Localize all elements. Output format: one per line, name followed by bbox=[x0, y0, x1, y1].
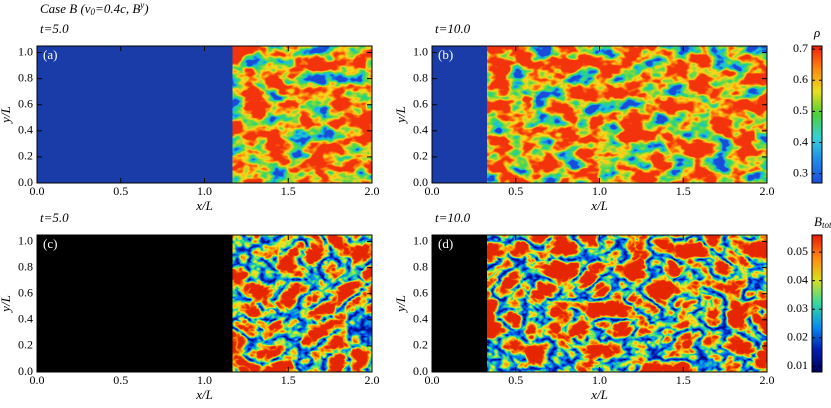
y-axis-label: y/L bbox=[0, 295, 13, 314]
x-axis-label: x/L bbox=[195, 387, 213, 402]
y-tick-label: 0.2 bbox=[413, 149, 428, 163]
colorbar-tick-label: 0.03 bbox=[787, 301, 808, 315]
y-tick-label: 0.2 bbox=[18, 338, 33, 352]
x-tick-label: 0.5 bbox=[508, 184, 523, 198]
panel-label: (d) bbox=[438, 236, 453, 251]
y-tick-label: 0.8 bbox=[18, 70, 33, 84]
colorbar-tick-label: 0.5 bbox=[793, 103, 808, 117]
y-tick-label: 0.2 bbox=[18, 149, 33, 163]
x-tick-label: 1.5 bbox=[676, 373, 691, 387]
shocked-region bbox=[232, 235, 372, 372]
y-tick-label: 0.4 bbox=[413, 312, 428, 326]
x-tick-label: 0.0 bbox=[30, 373, 45, 387]
x-axis-label: x/L bbox=[195, 198, 213, 213]
x-tick-label: 0.0 bbox=[30, 184, 45, 198]
x-tick-label: 1.5 bbox=[281, 184, 296, 198]
x-tick-label: 0.0 bbox=[425, 184, 440, 198]
x-tick-label: 0.5 bbox=[113, 184, 128, 198]
panel-label: (a) bbox=[43, 47, 57, 62]
x-tick-label: 0.0 bbox=[425, 373, 440, 387]
x-tick-label: 2.0 bbox=[760, 184, 775, 198]
colorbar-label: ρ bbox=[813, 25, 820, 40]
colorbar-tick-label: 0.01 bbox=[787, 358, 808, 372]
colorbar-label-part: ρ bbox=[813, 25, 820, 40]
shocked-region bbox=[487, 235, 767, 372]
x-tick-label: 1.0 bbox=[197, 184, 212, 198]
panel-title: t=10.0 bbox=[435, 21, 471, 36]
y-tick-label: 0.6 bbox=[413, 96, 428, 110]
colorbar-tick-label: 0.3 bbox=[793, 165, 808, 179]
panel-title: t=5.0 bbox=[40, 21, 69, 36]
y-tick-label: 0.0 bbox=[18, 364, 33, 378]
y-tick-label: 1.0 bbox=[18, 44, 33, 58]
y-tick-label: 0.6 bbox=[18, 285, 33, 299]
y-tick-label: 0.4 bbox=[413, 123, 428, 137]
panel-label: (c) bbox=[43, 236, 57, 251]
x-tick-label: 1.0 bbox=[197, 373, 212, 387]
colorbar-tick-label: 0.05 bbox=[787, 244, 808, 258]
y-tick-label: 0.4 bbox=[18, 312, 33, 326]
colorbar-tick-label: 0.04 bbox=[787, 272, 808, 286]
panel-label: (b) bbox=[438, 47, 453, 62]
colorbar bbox=[811, 234, 823, 373]
y-tick-label: 1.0 bbox=[413, 44, 428, 58]
colorbar-tick-label: 0.02 bbox=[787, 330, 808, 344]
colorbar bbox=[811, 45, 823, 184]
shocked-region bbox=[487, 46, 767, 183]
y-tick-label: 0.6 bbox=[413, 285, 428, 299]
colorbar-label-part: tot bbox=[822, 220, 831, 230]
y-tick-label: 0.4 bbox=[18, 123, 33, 137]
x-tick-label: 0.5 bbox=[508, 373, 523, 387]
y-tick-label: 0.0 bbox=[18, 175, 33, 189]
x-tick-label: 1.5 bbox=[281, 373, 296, 387]
y-axis-label: y/L bbox=[393, 106, 408, 125]
x-tick-label: 1.0 bbox=[592, 184, 607, 198]
y-tick-label: 0.0 bbox=[413, 175, 428, 189]
figure-title: Case B (v0=0.4c, By) bbox=[40, 0, 149, 17]
x-tick-label: 2.0 bbox=[365, 373, 380, 387]
x-tick-label: 1.0 bbox=[592, 373, 607, 387]
colorbar-tick-label: 0.6 bbox=[793, 72, 808, 86]
y-tick-label: 0.0 bbox=[413, 364, 428, 378]
x-tick-label: 1.5 bbox=[676, 184, 691, 198]
y-tick-label: 1.0 bbox=[413, 233, 428, 247]
y-tick-label: 0.2 bbox=[413, 338, 428, 352]
y-tick-label: 0.6 bbox=[18, 96, 33, 110]
colorbar-tick-label: 0.4 bbox=[793, 134, 808, 148]
x-tick-label: 2.0 bbox=[365, 184, 380, 198]
panel-title: t=5.0 bbox=[40, 210, 69, 225]
y-tick-label: 1.0 bbox=[18, 233, 33, 247]
y-tick-label: 0.8 bbox=[18, 259, 33, 273]
y-tick-label: 0.8 bbox=[413, 70, 428, 84]
panel-title: t=10.0 bbox=[435, 210, 471, 225]
x-tick-label: 2.0 bbox=[760, 373, 775, 387]
colorbar-label-part: B bbox=[814, 214, 822, 229]
colorbar-tick-label: 0.7 bbox=[793, 41, 808, 55]
x-tick-label: 0.5 bbox=[113, 373, 128, 387]
colorbar-label: Btot bbox=[814, 214, 831, 230]
y-tick-label: 0.8 bbox=[413, 259, 428, 273]
x-axis-label: x/L bbox=[590, 198, 608, 213]
x-axis-label: x/L bbox=[590, 387, 608, 402]
shocked-region bbox=[232, 46, 372, 183]
y-axis-label: y/L bbox=[0, 106, 13, 125]
y-axis-label: y/L bbox=[393, 295, 408, 314]
